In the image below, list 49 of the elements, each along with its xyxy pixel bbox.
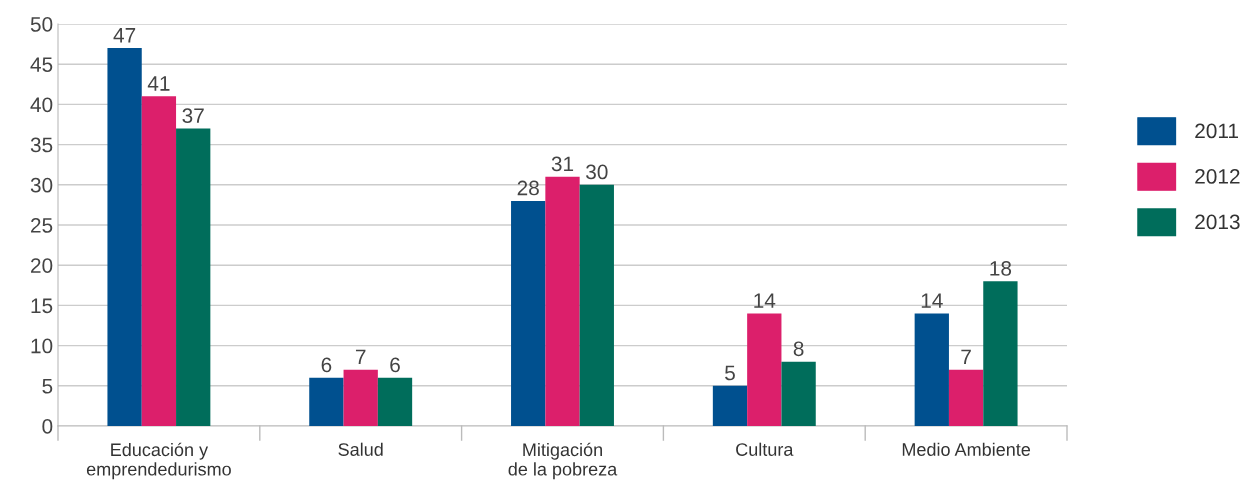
data-label: 5 xyxy=(725,365,735,381)
bar xyxy=(983,281,1018,426)
bar xyxy=(747,313,782,426)
legend-label: 2012 xyxy=(1195,169,1240,184)
bar xyxy=(377,377,413,426)
data-label: 31 xyxy=(551,156,574,172)
bar xyxy=(948,369,984,426)
data-label: 14 xyxy=(921,293,943,308)
bar xyxy=(914,313,949,426)
bar xyxy=(579,184,614,426)
bar xyxy=(511,200,546,426)
data-label: 37 xyxy=(182,108,204,124)
y-tick-label: 40 xyxy=(30,97,53,113)
x-tick-label: Medio Ambiente xyxy=(902,442,1031,456)
y-tick-label: 25 xyxy=(31,218,53,233)
y-tick-label: 35 xyxy=(30,137,53,153)
x-tick-label: Mitigación de la pobreza xyxy=(508,442,618,480)
bar xyxy=(712,385,748,426)
bar xyxy=(309,377,344,426)
data-label: 7 xyxy=(355,349,366,365)
data-label: 47 xyxy=(113,28,136,43)
bar xyxy=(176,128,211,426)
bar xyxy=(545,176,580,426)
bar xyxy=(781,361,816,426)
x-tick-label: Salud xyxy=(338,442,383,456)
bar xyxy=(343,369,378,426)
data-label: 7 xyxy=(961,349,971,365)
y-tick-label: 10 xyxy=(31,338,53,354)
y-tick-label: 5 xyxy=(42,379,53,394)
y-tick-label: 30 xyxy=(30,177,53,193)
bar xyxy=(141,96,177,426)
x-tick-label: Cultura xyxy=(736,442,794,456)
bar xyxy=(107,48,142,426)
data-label: 8 xyxy=(793,341,804,357)
y-tick-label: 20 xyxy=(31,258,53,273)
data-label: 41 xyxy=(147,76,170,91)
y-tick-label: 45 xyxy=(30,57,53,72)
y-tick-label: 15 xyxy=(31,298,53,314)
data-label: 6 xyxy=(321,357,332,373)
legend-label: 2011 xyxy=(1195,123,1238,139)
data-label: 6 xyxy=(390,357,400,373)
x-tick-label: Educación y emprendedurismo xyxy=(86,442,231,480)
data-label: 18 xyxy=(990,261,1012,276)
y-tick-label: 50 xyxy=(30,17,53,32)
data-label: 14 xyxy=(754,293,776,308)
legend-label: 2013 xyxy=(1195,214,1240,230)
y-tick-label: 0 xyxy=(42,419,53,434)
data-label: 30 xyxy=(586,164,608,180)
data-label: 28 xyxy=(517,180,539,196)
